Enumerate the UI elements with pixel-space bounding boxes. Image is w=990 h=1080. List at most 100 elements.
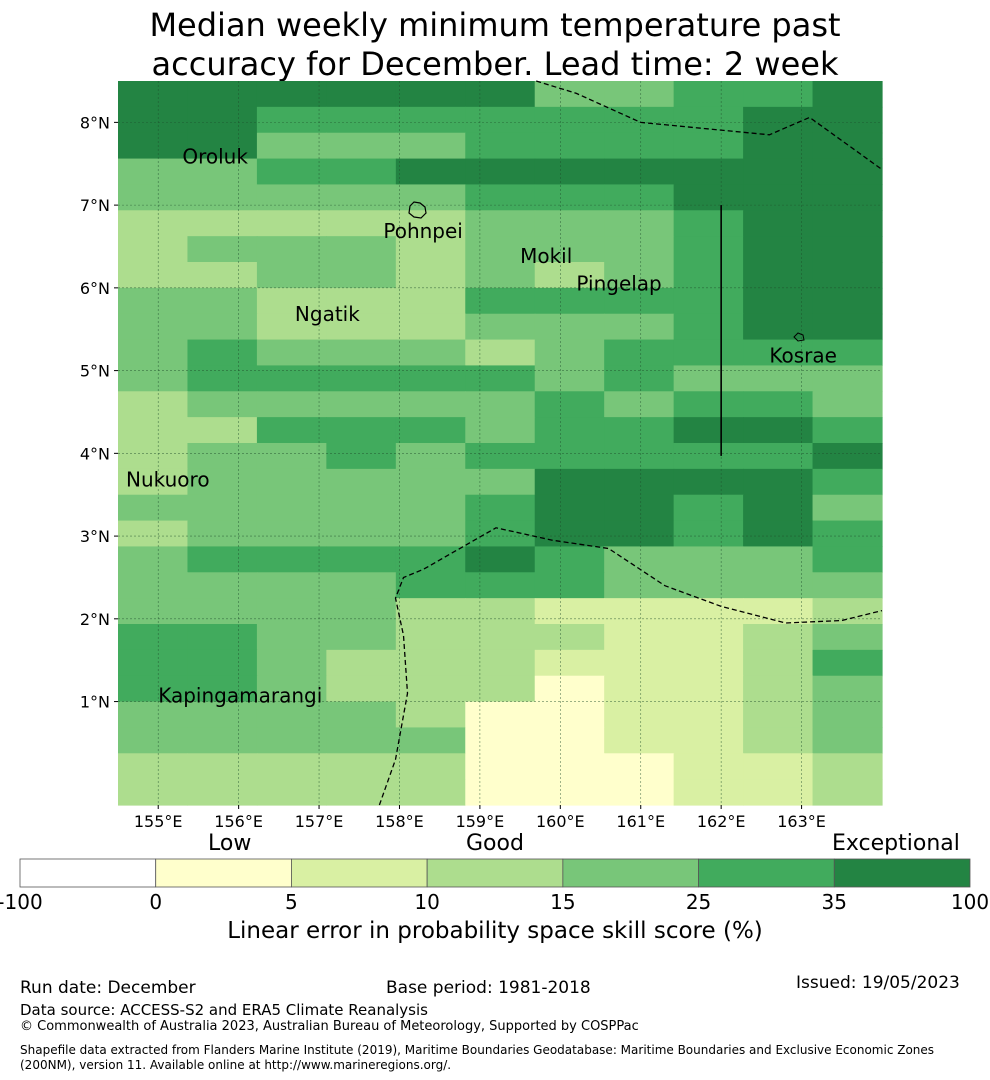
grid-cell: [326, 701, 397, 729]
grid-cell: [326, 365, 397, 392]
grid-cell: [187, 701, 258, 729]
grid-cell: [118, 598, 189, 625]
grid-cell: [326, 443, 397, 470]
grid-cell: [743, 675, 814, 703]
grid-cell: [465, 701, 536, 729]
grid-cell: [256, 339, 327, 367]
grid-cell: [604, 675, 675, 703]
grid-cell: [743, 391, 814, 418]
y-tick-label: 4°N: [80, 444, 110, 463]
grid-cell: [187, 365, 258, 392]
issued-date: Issued: 19/05/2023: [796, 973, 960, 993]
grid-cell: [673, 365, 744, 392]
grid-cell: [604, 262, 675, 289]
grid-cell: [465, 753, 536, 780]
grid-cell: [395, 443, 466, 470]
y-tick-label: 1°N: [80, 693, 110, 712]
grid-cell: [256, 624, 327, 651]
grid-cell: [743, 520, 814, 548]
grid-cell: [604, 210, 675, 237]
grid-cell: [395, 701, 466, 729]
grid-cell: [743, 598, 814, 625]
grid-cell: [395, 132, 466, 160]
grid-cell: [673, 701, 744, 729]
grid-cell: [534, 391, 605, 418]
y-tick-label: 5°N: [80, 362, 110, 381]
grid-cell: [187, 210, 258, 237]
grid-cell: [465, 779, 536, 806]
grid-cell: [743, 753, 814, 780]
grid-cell: [118, 779, 189, 806]
grid-cell: [534, 468, 605, 496]
grid-cell: [187, 132, 258, 160]
grid-cell: [118, 210, 189, 237]
grid-cell: [256, 443, 327, 470]
island-outlines: [408, 201, 805, 342]
grid-cell: [812, 520, 883, 548]
grid-cell: [256, 132, 327, 160]
copyright: © Commonwealth of Australia 2023, Austra…: [20, 1019, 639, 1034]
grid-cell: [534, 365, 605, 392]
grid-cell: [326, 675, 397, 703]
place-label: Pohnpei: [383, 219, 463, 243]
grid-cell: [743, 649, 814, 677]
grid-cell: [604, 701, 675, 729]
grid-cell: [395, 572, 466, 599]
grid-cell: [465, 339, 536, 367]
y-tick-label: 8°N: [80, 113, 110, 132]
grid-cell: [256, 158, 327, 186]
colorbar-tick-label: 100: [950, 890, 990, 914]
shapefile-credit-line-1: Shapefile data extracted from Flanders M…: [20, 1043, 935, 1057]
grid-cell: [465, 106, 536, 134]
grid-cell: [187, 779, 258, 806]
grid-cell: [256, 701, 327, 729]
grid-cell: [604, 727, 675, 754]
run-date: Run date: December: [20, 978, 196, 998]
grid-cell: [743, 727, 814, 754]
grid-cell: [465, 132, 536, 160]
y-tick-label: 7°N: [80, 196, 110, 215]
x-tick-label: 161°E: [616, 812, 665, 830]
grid-cell: [118, 184, 189, 211]
grid-cell: [465, 727, 536, 754]
grid-cell: [118, 468, 189, 496]
grid-cell: [534, 287, 605, 315]
grid-cell: [256, 365, 327, 392]
grid-cell: [812, 365, 883, 392]
grid-cell: [187, 287, 258, 315]
grid-cell: [118, 520, 189, 548]
grid-cell: [187, 572, 258, 599]
grid-cell: [812, 779, 883, 806]
grid-cell: [395, 184, 466, 211]
grid-cell: [743, 572, 814, 599]
legend-good-label: Good: [466, 831, 524, 856]
x-tick-label: 156°E: [214, 812, 263, 830]
grid-cell: [187, 753, 258, 780]
grid-cell: [534, 339, 605, 367]
grid-cell: [673, 546, 744, 573]
kosrae-island-icon: [793, 332, 805, 342]
grid-cell: [673, 727, 744, 754]
grid-cell: [465, 520, 536, 548]
grid-cell: [534, 236, 605, 263]
grid-cell: [118, 81, 189, 108]
grid-cell: [326, 132, 397, 160]
grid-cell: [326, 417, 397, 444]
grid-cell: [534, 81, 605, 108]
grid-cell: [812, 81, 883, 108]
grid-cell: [673, 443, 744, 470]
grid-cell: [395, 417, 466, 444]
x-tick-label: 155°E: [134, 812, 183, 830]
grid-cell: [118, 313, 189, 341]
grid-cell: [534, 572, 605, 599]
grid-cell: [673, 520, 744, 548]
x-tick-label: 158°E: [375, 812, 424, 830]
grid-cell: [673, 391, 744, 418]
base-period: Base period: 1981-2018: [386, 978, 591, 998]
grid-cell: [465, 365, 536, 392]
place-label: Kapingamarangi: [158, 683, 322, 707]
grid-cell: [395, 158, 466, 186]
legend-low-label: Low: [208, 831, 252, 856]
grid-cell: [604, 417, 675, 444]
